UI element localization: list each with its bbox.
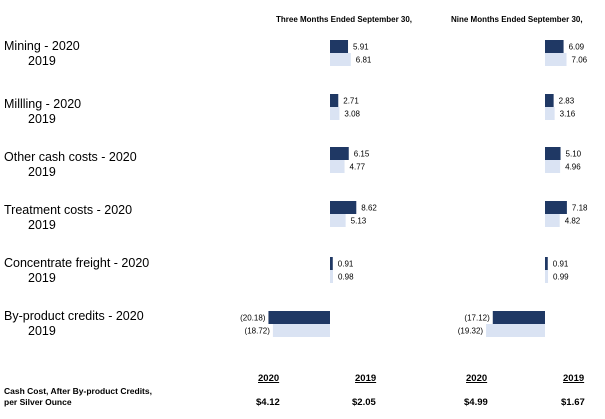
bar-2019 xyxy=(486,324,545,337)
bar-2019 xyxy=(545,160,561,173)
total-value: $1.67 xyxy=(561,397,585,408)
category-prior-label-treatment-costs: 2019 xyxy=(28,218,56,232)
data-label: (19.32) xyxy=(458,327,484,336)
data-label: 5.91 xyxy=(353,43,369,52)
data-label: 2.71 xyxy=(343,97,359,106)
data-label: (18.72) xyxy=(245,327,271,336)
data-label: 8.62 xyxy=(361,204,377,213)
data-label: 0.91 xyxy=(553,260,569,269)
category-prior-label-by-product-credits: 2019 xyxy=(28,324,56,338)
total-value: $4.99 xyxy=(464,397,488,408)
data-label: 0.98 xyxy=(338,273,354,282)
data-label: 0.99 xyxy=(553,273,569,282)
bar-2020 xyxy=(545,201,567,214)
bar-2020 xyxy=(268,311,330,324)
category-label-treatment-costs: Treatment costs - 2020 xyxy=(4,203,133,217)
bar-2020 xyxy=(492,311,545,324)
bar-2019 xyxy=(330,160,345,173)
category-label-other-cash-costs: Other cash costs - 2020 xyxy=(4,150,137,164)
data-label: 6.15 xyxy=(354,150,370,159)
bar-2019 xyxy=(545,270,549,283)
data-label: 4.82 xyxy=(565,217,581,226)
data-label: 0.91 xyxy=(338,260,354,269)
bar-2019 xyxy=(545,107,555,120)
panel-header-nine-months: Nine Months Ended September 30, xyxy=(451,15,583,24)
bar-2020 xyxy=(545,94,554,107)
bar-2019 xyxy=(330,107,340,120)
total-label-line1: Cash Cost, After By-product Credits, xyxy=(4,386,152,396)
category-prior-label-other-cash-costs: 2019 xyxy=(28,165,56,179)
total-value: $4.12 xyxy=(256,397,280,408)
bar-2020 xyxy=(545,257,548,270)
data-label: 6.09 xyxy=(569,43,585,52)
category-label-mining: Mining - 2020 xyxy=(4,39,80,53)
panel-header-three-months: Three Months Ended September 30, xyxy=(276,15,413,24)
data-label: (17.12) xyxy=(464,314,490,323)
category-prior-label-mining: 2019 xyxy=(28,54,56,68)
category-label-milling: Millling - 2020 xyxy=(4,97,82,111)
data-label: 2.83 xyxy=(559,97,575,106)
bar-2020 xyxy=(330,147,349,160)
data-label: 5.10 xyxy=(566,150,582,159)
total-year-header: 2020 xyxy=(258,373,280,384)
data-label: 6.81 xyxy=(356,56,372,65)
data-label: 7.06 xyxy=(572,56,588,65)
bar-2019 xyxy=(272,324,330,337)
data-label: 3.16 xyxy=(560,110,576,119)
total-year-header: 2019 xyxy=(355,373,377,384)
bar-2020 xyxy=(330,201,357,214)
bar-2020 xyxy=(545,40,564,53)
category-label-concentrate-freight: Concentrate freight - 2020 xyxy=(4,256,150,270)
data-label: 4.96 xyxy=(565,163,581,172)
bar-chart: 5.91 2.71 6.15 8.62 0.91 (20.18) 6.81 3.08 4.77 5… xyxy=(240,40,588,337)
data-label: 5.13 xyxy=(351,217,367,226)
category-prior-label-milling: 2019 xyxy=(28,112,56,126)
total-value: $2.05 xyxy=(352,397,376,408)
bar-2019 xyxy=(330,270,333,283)
bar-2020 xyxy=(330,257,333,270)
bar-2020 xyxy=(545,147,561,160)
bar-2019 xyxy=(545,214,560,227)
total-year-header: 2019 xyxy=(563,373,585,384)
bar-2019 xyxy=(330,214,346,227)
bar-2020 xyxy=(330,94,339,107)
bar-2019 xyxy=(330,53,351,66)
bar-2019 xyxy=(545,53,567,66)
data-label: 4.77 xyxy=(350,163,366,172)
category-prior-label-concentrate-freight: 2019 xyxy=(28,271,56,285)
total-label-line2: per Silver Ounce xyxy=(4,397,72,407)
bar-2020 xyxy=(330,40,349,53)
data-label: 3.08 xyxy=(344,110,360,119)
data-label: 7.18 xyxy=(572,204,588,213)
data-label: (20.18) xyxy=(240,314,266,323)
category-label-by-product-credits: By-product credits - 2020 xyxy=(4,309,144,323)
total-year-header: 2020 xyxy=(466,373,488,384)
